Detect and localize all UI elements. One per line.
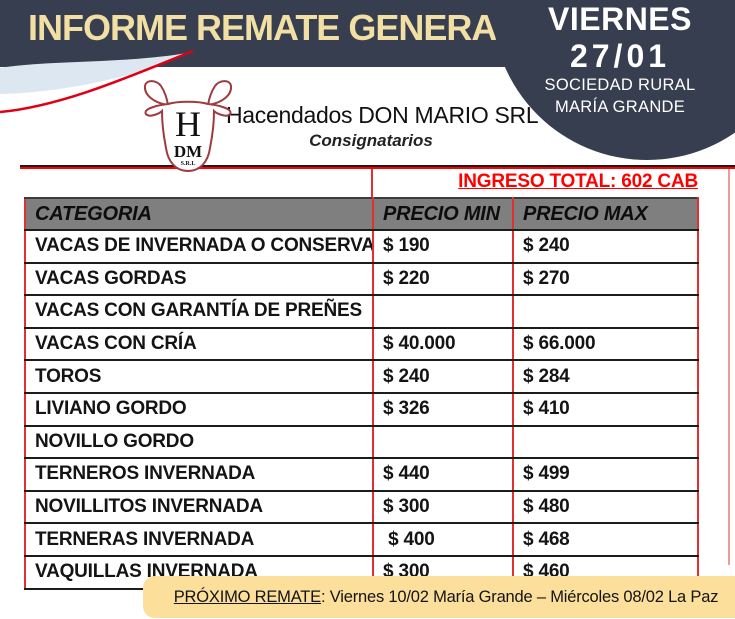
col-header-categoria: CATEGORIA — [24, 197, 374, 231]
cell-precio-max: $ 499 — [512, 458, 699, 492]
table-row: TERNERAS INVERNADA $ 400 $ 468 — [24, 523, 699, 557]
cell-categoria: NOVILLITOS INVERNADA — [24, 490, 374, 525]
cell-categoria: TOROS — [24, 360, 374, 394]
logo-monogram-dm: DM — [174, 142, 202, 161]
cell-precio-min: $ 400 — [372, 523, 514, 557]
table-row: LIVIANO GORDO $ 326 $ 410 — [24, 392, 699, 427]
logo-monogram-srl: S.R.L — [181, 161, 196, 167]
table-row: TERNEROS INVERNADA $ 440 $ 499 — [24, 458, 699, 492]
proximo-remate-text: PRÓXIMO REMATE: Viernes 10/02 María Gran… — [174, 588, 719, 607]
cell-precio-max: $ 66.000 — [512, 327, 699, 362]
table-row: VACAS CON GARANTÍA DE PREÑES — [24, 295, 699, 329]
bull-right-horn — [206, 80, 233, 107]
cell-categoria: VACAS CON GARANTÍA DE PREÑES — [24, 295, 374, 329]
cell-precio-max — [512, 425, 699, 460]
cell-precio-max: $ 480 — [512, 490, 699, 525]
proximo-remate-label: PRÓXIMO REMATE — [173, 587, 321, 606]
divider-red-line — [20, 167, 735, 169]
red-vertical-line-mid — [371, 169, 373, 197]
bull-head-outline — [144, 100, 232, 173]
table-row: TOROS $ 240 $ 284 — [24, 360, 699, 394]
page-title: INFORME REMATE GENERAL — [28, 7, 518, 48]
cell-categoria: VACAS DE INVERNADA O CONSERVA — [24, 230, 374, 264]
cell-precio-min — [372, 295, 514, 329]
table-row: VACAS DE INVERNADA O CONSERVA $ 190 $ 24… — [24, 230, 699, 264]
date-day: VIERNES — [548, 1, 692, 37]
date-value: 27/01 — [569, 38, 671, 74]
bull-left-horn — [143, 80, 170, 107]
prices-table: CATEGORIA PRECIO MIN PRECIO MAX VACAS DE… — [24, 197, 699, 590]
venue-line1: SOCIEDAD RURAL — [544, 76, 696, 94]
swoosh-blue-shape — [0, 52, 192, 94]
cell-categoria: VACAS CON CRÍA — [24, 327, 374, 362]
cell-categoria: VACAS GORDAS — [24, 262, 374, 297]
swoosh-red-curve — [0, 49, 194, 114]
cell-precio-min: $ 190 — [372, 230, 514, 264]
table-row: VACAS CON CRÍA $ 40.000 $ 66.000 — [24, 327, 699, 362]
table-row: NOVILLITOS INVERNADA $ 300 $ 480 — [24, 490, 699, 525]
bull-logo-icon: H DM S.R.L — [143, 80, 233, 173]
brand-name: Hacendados DON MARIO SRL — [226, 102, 539, 128]
swoosh-decoration — [0, 49, 194, 114]
table-row: NOVILLO GORDO — [24, 425, 699, 460]
cell-precio-min: $ 300 — [372, 490, 514, 525]
cell-precio-max: $ 468 — [512, 523, 699, 557]
cell-precio-max: $ 410 — [512, 392, 699, 427]
col-header-precio-min: PRECIO MIN — [372, 197, 514, 231]
cell-categoria: LIVIANO GORDO — [24, 392, 374, 427]
cell-precio-min: $ 240 — [372, 360, 514, 394]
date-block: VIERNES 27/01 SOCIEDAD RURAL MARÍA GRAND… — [505, 0, 735, 118]
venue-line2: MARÍA GRANDE — [554, 98, 686, 116]
brand-subtitle: Consignatarios — [309, 131, 433, 150]
cell-categoria: TERNERAS INVERNADA — [24, 523, 374, 557]
cell-precio-min: $ 326 — [372, 392, 514, 427]
cell-precio-min: $ 40.000 — [372, 327, 514, 362]
cell-categoria: NOVILLO GORDO — [24, 425, 374, 460]
table-header-row: CATEGORIA PRECIO MIN PRECIO MAX — [24, 197, 699, 231]
cell-precio-max: $ 240 — [512, 230, 699, 264]
cell-precio-max: $ 270 — [512, 262, 699, 297]
table-row: VACAS GORDAS $ 220 $ 270 — [24, 262, 699, 297]
ingreso-total: INGRESO TOTAL: 602 CAB — [458, 171, 698, 192]
proximo-remate-detail: : Viernes 10/02 María Grande – Miércoles… — [321, 587, 719, 606]
cell-precio-min — [372, 425, 514, 460]
logo-monogram-h: H — [175, 104, 201, 144]
col-header-precio-max: PRECIO MAX — [512, 197, 699, 231]
cell-precio-min: $ 220 — [372, 262, 514, 297]
cell-categoria: TERNEROS INVERNADA — [24, 458, 374, 492]
red-vertical-line-right — [728, 169, 730, 565]
divider-dark-line — [20, 165, 735, 167]
cell-precio-max: $ 284 — [512, 360, 699, 394]
cell-precio-max — [512, 295, 699, 329]
proximo-remate-box: PRÓXIMO REMATE: Viernes 10/02 María Gran… — [143, 576, 735, 618]
cell-precio-min: $ 440 — [372, 458, 514, 492]
